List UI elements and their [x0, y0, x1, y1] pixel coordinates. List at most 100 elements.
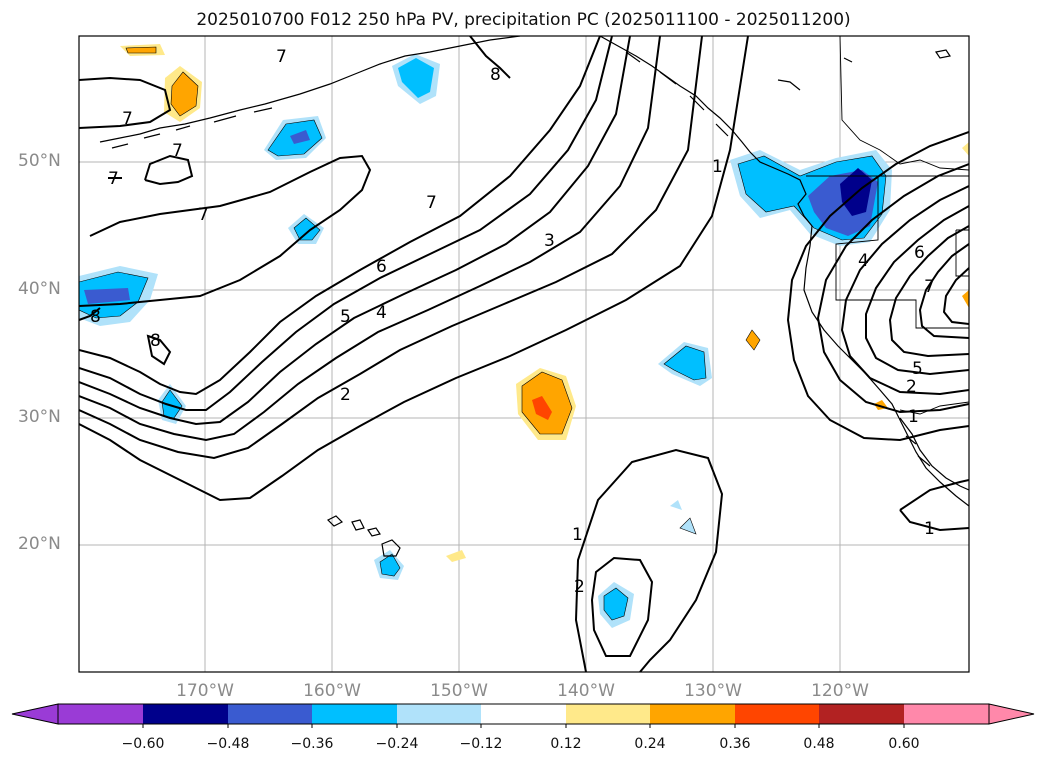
- bc-coast: [599, 36, 813, 227]
- precip-patch: [603, 587, 629, 621]
- contour-label: 7: [924, 277, 935, 297]
- contour-8: [469, 36, 511, 79]
- lon-label: 170°W: [176, 681, 234, 701]
- lon-label: 160°W: [303, 681, 361, 701]
- minor-islands: [777, 49, 951, 91]
- colorbar-bin: [312, 704, 397, 724]
- colorbar-tick-label: −0.48: [206, 736, 250, 752]
- precip-patch: [398, 58, 434, 98]
- colorbar-bin: [143, 704, 228, 724]
- pv-contours: [79, 36, 969, 672]
- contour-label: 6: [376, 257, 387, 277]
- colorbar-bin: [566, 704, 651, 724]
- lon-label: 130°W: [684, 681, 742, 701]
- precip-patch: [962, 290, 969, 308]
- contour-label: 2: [906, 377, 917, 397]
- colorbar-tick-label: −0.60: [121, 736, 165, 752]
- contour-label: 7: [108, 169, 119, 189]
- map-frame: [78, 35, 970, 673]
- contour-label: 5: [340, 307, 351, 327]
- precip-fills: [79, 44, 969, 628]
- colorbar-bin: [735, 704, 820, 724]
- precip-patch: [745, 329, 761, 351]
- contour-label: 2: [340, 385, 351, 405]
- colorbar-bin: [397, 704, 482, 724]
- contour-5: [79, 36, 613, 411]
- contour-7: [79, 76, 172, 129]
- precip-patch: [670, 500, 682, 510]
- colorbar-tick-label: 0.24: [634, 736, 666, 752]
- colorbar-bin: [58, 704, 144, 724]
- precip-patch: [170, 71, 199, 117]
- colorbar-tick-label: −0.24: [375, 736, 419, 752]
- precip-patch: [125, 46, 157, 54]
- contour-2-east: [816, 163, 969, 414]
- contour-6: [79, 36, 601, 396]
- map-background: [79, 36, 969, 672]
- contour-1-south: [574, 448, 724, 672]
- colorbar-tick-label: −0.12: [459, 736, 503, 752]
- contour-3-east: [840, 185, 969, 396]
- contour-1-se: [899, 479, 969, 532]
- contour-8: [79, 307, 101, 321]
- contour-label: 1: [572, 525, 583, 545]
- contour-label: 3: [544, 231, 555, 251]
- contour-label: 7: [172, 141, 183, 161]
- contour-label: 4: [376, 303, 387, 323]
- colorbar-tick-label: 0.36: [719, 736, 751, 752]
- aleutian-islands: [111, 107, 273, 149]
- precip-patch: [962, 142, 969, 156]
- precip-patch: [290, 130, 310, 144]
- lat-label: 40°N: [18, 279, 61, 299]
- colorbar-outline: [57, 703, 990, 725]
- coastlines: [99, 36, 969, 557]
- contour-label: 7: [426, 193, 437, 213]
- contour-2: [79, 36, 703, 460]
- colorbar-extend-max: [988, 703, 1035, 725]
- baja-coast: [899, 417, 969, 491]
- precip-patch: [532, 396, 552, 420]
- colorbar-ticks: [142, 724, 905, 728]
- precip-patch: [679, 517, 697, 535]
- contour-label: 5: [912, 359, 923, 379]
- colorbar-bin: [904, 704, 990, 724]
- contour-label: 7: [276, 47, 287, 67]
- contour-label: 4: [858, 251, 869, 271]
- colorbar-bin: [650, 704, 735, 724]
- contour-5-east: [888, 225, 969, 358]
- lon-label: 140°W: [557, 681, 615, 701]
- hawaii-islands: [326, 515, 401, 557]
- contour-label: 7: [198, 205, 209, 225]
- colorbar: [11, 703, 1035, 728]
- precip-patch: [84, 288, 130, 304]
- contour-6-east: [918, 243, 969, 339]
- colorbar-bin: [228, 704, 313, 724]
- contour-label: 8: [90, 307, 101, 327]
- contour-7: [79, 154, 372, 307]
- precip-patch: [521, 371, 573, 435]
- lat-label: 50°N: [18, 151, 61, 171]
- contour-label: 6: [914, 243, 925, 263]
- contour-4-east: [865, 205, 969, 376]
- bc-alberta-border: [839, 36, 969, 171]
- colorbar-tick-label: 0.12: [550, 736, 582, 752]
- contour-7: [144, 154, 194, 186]
- precip-patch: [663, 345, 707, 381]
- contour-1: [79, 36, 749, 502]
- contour-1-east: [786, 131, 969, 442]
- lon-label: 150°W: [430, 681, 488, 701]
- colorbar-bin: [481, 704, 566, 724]
- precip-patch: [379, 553, 401, 577]
- bc-islands: [625, 51, 729, 137]
- precip-patch: [446, 550, 466, 562]
- lat-label: 20°N: [18, 534, 61, 554]
- contour-label: 2: [574, 577, 585, 597]
- contour-2-south: [590, 556, 654, 657]
- graticule: [79, 36, 969, 672]
- contour-label: 8: [490, 65, 501, 85]
- colorbar-bin: [819, 704, 904, 724]
- contour-label: 1: [924, 519, 935, 539]
- lat-label: 30°N: [18, 407, 61, 427]
- contour-labels: 7 7 7 7 7 7 8 8 8 6 5 4 3 2 1 1 2 1 6 4 …: [90, 47, 935, 597]
